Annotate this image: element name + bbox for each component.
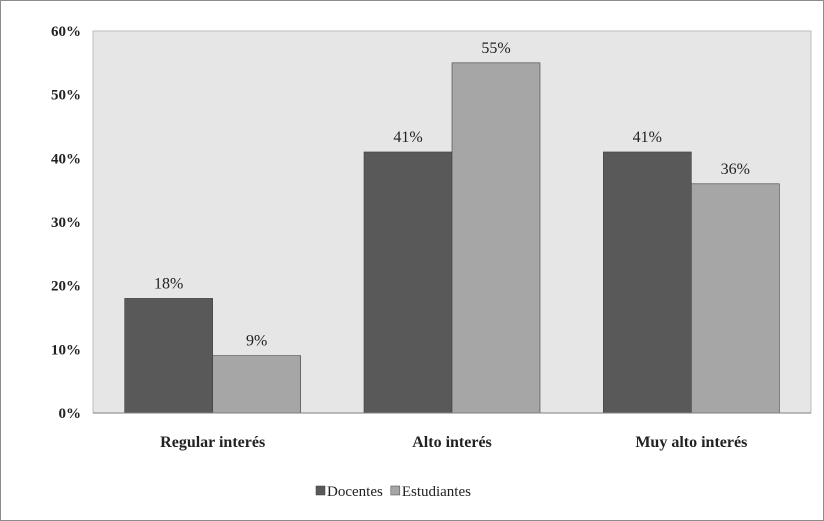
y-tick-label: 60% <box>51 24 81 40</box>
data-label: 36% <box>721 161 750 178</box>
y-tick-label: 50% <box>51 88 81 104</box>
y-tick-label: 0% <box>59 406 82 422</box>
data-label: 18% <box>154 275 183 292</box>
bar-docentes-2 <box>603 151 692 414</box>
y-tick-label: 40% <box>51 151 81 167</box>
y-axis: 0% 10% 20% 30% 40% 50% 60% <box>51 24 81 422</box>
legend-label-docentes: Docentes <box>327 484 383 500</box>
bar-docentes-1 <box>363 151 453 414</box>
x-category-label: Muy alto interés <box>635 434 747 451</box>
legend: Docentes Estudiantes <box>315 484 471 500</box>
data-label: 41% <box>393 129 422 146</box>
bar-estudiantes-0 <box>212 355 301 414</box>
y-tick-label: 20% <box>51 279 81 295</box>
y-tick-label: 10% <box>51 342 81 358</box>
bar-estudiantes-2 <box>691 183 780 414</box>
bar-docentes-0 <box>124 298 213 414</box>
x-axis: Regular interés Alto interés Muy alto inte… <box>160 434 747 451</box>
legend-swatch-estudiantes <box>390 485 401 496</box>
x-category-label: Regular interés <box>160 434 265 451</box>
bars <box>124 62 780 414</box>
legend-swatch-docentes <box>315 485 326 496</box>
data-label: 9% <box>246 333 267 350</box>
bar-estudiantes-1 <box>451 62 541 414</box>
data-label: 55% <box>481 40 510 57</box>
x-category-label: Alto interés <box>412 434 492 451</box>
data-label: 41% <box>633 129 662 146</box>
legend-label-estudiantes: Estudiantes <box>402 484 471 500</box>
y-tick-label: 30% <box>51 215 81 231</box>
data-labels: 18% 9% 41% 55% 41% 36% <box>154 40 750 350</box>
